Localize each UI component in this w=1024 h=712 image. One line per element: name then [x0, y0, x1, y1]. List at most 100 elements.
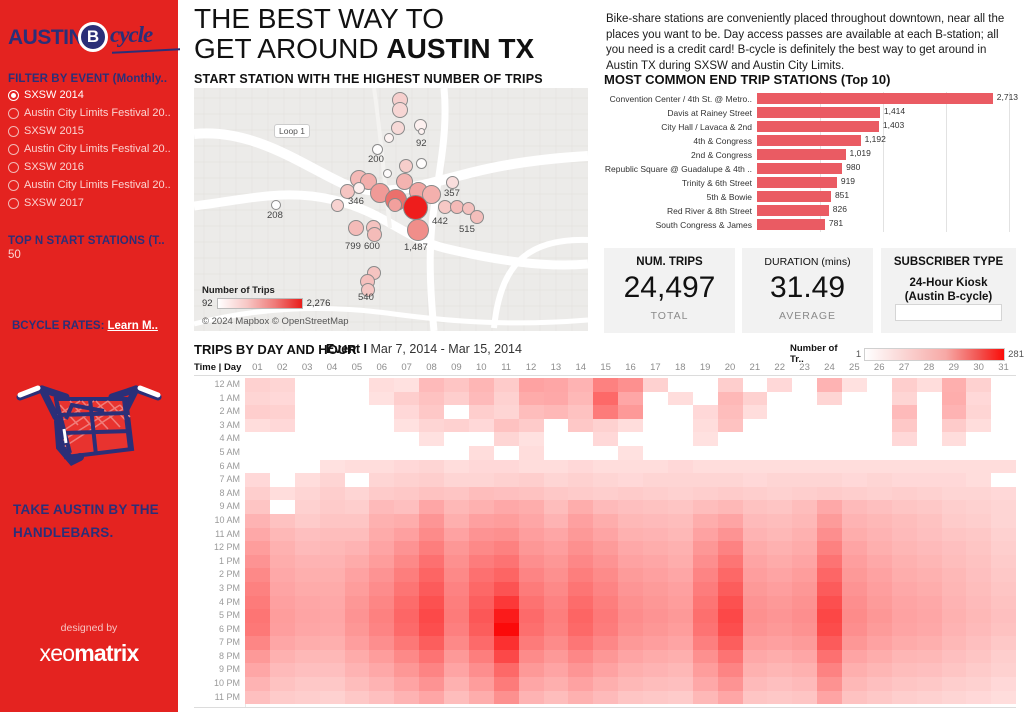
heatmap-cell[interactable] — [916, 541, 942, 555]
heatmap-cell[interactable] — [891, 391, 917, 406]
heatmap-cell[interactable] — [717, 690, 743, 705]
heatmap-cell[interactable] — [667, 595, 693, 610]
heatmap-cell[interactable] — [866, 378, 892, 392]
heatmap-cell[interactable] — [916, 663, 942, 678]
heatmap-cell[interactable] — [344, 595, 370, 610]
heatmap-cell[interactable] — [369, 541, 395, 555]
heatmap-cell[interactable] — [966, 663, 992, 678]
heatmap-cell[interactable] — [419, 459, 444, 474]
heatmap-cell[interactable] — [394, 690, 420, 705]
heatmap-cell[interactable] — [643, 677, 668, 691]
heatmap-cell[interactable] — [294, 554, 320, 569]
heatmap-cell[interactable] — [493, 473, 519, 487]
bar-row[interactable]: Republic Square @ Guadalupe & 4th .. 980 — [604, 162, 1016, 175]
heatmap-cell[interactable] — [493, 581, 519, 596]
heatmap-cell[interactable] — [269, 554, 295, 569]
heatmap-cell[interactable] — [941, 391, 967, 406]
heatmap-cell[interactable] — [842, 622, 867, 637]
heatmap-cell[interactable] — [692, 459, 718, 474]
heatmap-cell[interactable] — [717, 554, 743, 569]
heatmap-cell[interactable] — [916, 391, 942, 406]
heatmap-cell[interactable] — [717, 418, 743, 433]
heatmap-cell[interactable] — [468, 513, 494, 528]
heatmap-cell[interactable] — [568, 513, 594, 528]
heatmap-cell[interactable] — [568, 418, 594, 433]
heatmap-cell[interactable] — [991, 622, 1017, 637]
heatmap-cell[interactable] — [966, 690, 992, 705]
heatmap-cell[interactable] — [966, 527, 992, 542]
heatmap-cell[interactable] — [717, 391, 743, 406]
heatmap-cell[interactable] — [966, 418, 992, 433]
heatmap-cell[interactable] — [245, 663, 270, 678]
heatmap-cell[interactable] — [742, 473, 768, 487]
heatmap-cell[interactable] — [767, 500, 793, 514]
heatmap-cell[interactable] — [444, 663, 469, 678]
heatmap-cell[interactable] — [866, 445, 892, 460]
heatmap-cell[interactable] — [518, 391, 544, 406]
heatmap-cell[interactable] — [518, 649, 544, 664]
heatmap-cell[interactable] — [344, 473, 370, 487]
heatmap-cell[interactable] — [493, 609, 519, 623]
heatmap-cell[interactable] — [419, 554, 444, 569]
heatmap-cell[interactable] — [916, 405, 942, 419]
heatmap-cell[interactable] — [394, 568, 420, 582]
heatmap-cell[interactable] — [842, 541, 867, 555]
heatmap-cell[interactable] — [344, 677, 370, 691]
heatmap-cell[interactable] — [817, 636, 842, 650]
heatmap-cell[interactable] — [891, 690, 917, 705]
radio-button-icon[interactable] — [8, 143, 19, 155]
heatmap-cell[interactable] — [966, 459, 992, 474]
heatmap-cell[interactable] — [568, 405, 594, 419]
heatmap-cell[interactable] — [493, 405, 519, 419]
heatmap-cell[interactable] — [593, 649, 619, 664]
heatmap-cell[interactable] — [916, 595, 942, 610]
heatmap-cell[interactable] — [394, 432, 420, 446]
heatmap-cell[interactable] — [916, 527, 942, 542]
heatmap-cell[interactable] — [941, 432, 967, 446]
heatmap-cell[interactable] — [394, 527, 420, 542]
heatmap-cell[interactable] — [344, 418, 370, 433]
heatmap-cell[interactable] — [866, 609, 892, 623]
heatmap-cell[interactable] — [891, 459, 917, 474]
heatmap-cell[interactable] — [941, 527, 967, 542]
heatmap-cell[interactable] — [419, 595, 444, 610]
heatmap-cell[interactable] — [319, 378, 345, 392]
heatmap-cell[interactable] — [245, 500, 270, 514]
heatmap-cell[interactable] — [966, 473, 992, 487]
heatmap-cell[interactable] — [643, 378, 668, 392]
map-attribution[interactable]: © 2024 Mapbox © OpenStreetMap — [202, 316, 349, 327]
heatmap-cell[interactable] — [667, 554, 693, 569]
heatmap-cell[interactable] — [817, 622, 842, 637]
heatmap-cell[interactable] — [593, 677, 619, 691]
bar-fill[interactable] — [757, 163, 843, 174]
heatmap-cell[interactable] — [294, 432, 320, 446]
heatmap-cell[interactable] — [518, 513, 544, 528]
heatmap-cell[interactable] — [493, 445, 519, 460]
heatmap-cell[interactable] — [543, 405, 569, 419]
heatmap-cell[interactable] — [593, 636, 619, 650]
heatmap-cell[interactable] — [245, 541, 270, 555]
heatmap-cell[interactable] — [369, 677, 395, 691]
heatmap-cell[interactable] — [842, 405, 867, 419]
heatmap-cell[interactable] — [643, 513, 668, 528]
bar-row[interactable]: 5th & Bowie 851 — [604, 190, 1016, 203]
heatmap-cell[interactable] — [444, 418, 469, 433]
bar-fill[interactable] — [757, 205, 829, 216]
heatmap-cell[interactable] — [294, 513, 320, 528]
heatmap-cell[interactable] — [817, 378, 842, 392]
heatmap-cell[interactable] — [941, 636, 967, 650]
heatmap-cell[interactable] — [842, 513, 867, 528]
heatmap-cell[interactable] — [269, 663, 295, 678]
heatmap-cell[interactable] — [394, 418, 420, 433]
map-bubble[interactable] — [361, 283, 375, 297]
heatmap-cell[interactable] — [767, 391, 793, 406]
heatmap-cell[interactable] — [966, 391, 992, 406]
heatmap-cell[interactable] — [294, 690, 320, 705]
heatmap-cell[interactable] — [468, 391, 494, 406]
map-bubble[interactable] — [418, 128, 425, 135]
heatmap-cell[interactable] — [767, 595, 793, 610]
heatmap-cell[interactable] — [344, 513, 370, 528]
heatmap-cell[interactable] — [369, 445, 395, 460]
heatmap-cell[interactable] — [767, 581, 793, 596]
heatmap-cell[interactable] — [593, 418, 619, 433]
